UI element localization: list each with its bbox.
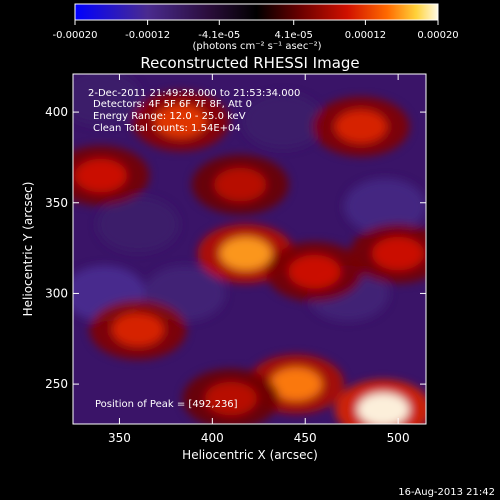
peak-position-label: Position of Peak = [492,236]	[95, 399, 238, 410]
bright-source	[112, 312, 165, 347]
y-tick-label: 300	[45, 286, 68, 300]
dark-source	[242, 93, 324, 150]
dark-source	[344, 178, 426, 235]
colorbar	[74, 3, 439, 21]
colorbar-unit-label: (photons cm⁻² s⁻¹ asec⁻²)	[192, 41, 321, 52]
bright-source	[372, 236, 425, 271]
plot-frame	[72, 73, 427, 425]
colorbar-tick-label: -0.00012	[125, 30, 170, 41]
x-axis: 350 400 450 500	[108, 74, 410, 445]
colorbar-tick-label: 0.00020	[417, 30, 458, 41]
image-field	[73, 74, 426, 424]
x-tick-label: 350	[108, 431, 131, 445]
colorbar-tick-label: -0.00020	[53, 30, 98, 41]
colorbar-tick-label: -4.1e-05	[198, 30, 240, 41]
bright-source	[219, 236, 272, 271]
y-tick-label: 400	[45, 105, 68, 119]
colorbar-tick-label: 0.00012	[345, 30, 386, 41]
dark-source	[97, 196, 179, 253]
y-axis: 250 300 350 400	[45, 105, 426, 391]
bright-source	[269, 367, 322, 401]
annotation-line: 2-Dec-2011 21:49:28.000 to 21:53:34.000	[88, 88, 300, 99]
dark-source	[73, 74, 142, 126]
annotations: 2-Dec-2011 21:49:28.000 to 21:53:34.000D…	[88, 88, 300, 410]
x-tick-label: 500	[387, 431, 410, 445]
annotation-line: Energy Range: 12.0 - 25.0 keV	[93, 111, 246, 122]
x-axis-label: Heliocentric X (arcsec)	[182, 448, 318, 462]
bright-source	[334, 109, 387, 144]
chart-title: Reconstructed RHESSI Image	[140, 54, 359, 72]
annotation-line: Clean Total counts: 1.54E+04	[93, 123, 241, 134]
bright-source	[154, 104, 207, 138]
annotation-line: Detectors: 4F 5F 6F 7F 8F, Att 0	[93, 99, 252, 110]
render-timestamp: 16-Aug-2013 21:42	[398, 487, 495, 498]
bright-source	[288, 254, 341, 289]
y-axis-label: Heliocentric Y (arcsec)	[21, 182, 35, 317]
y-tick-label: 350	[45, 196, 68, 210]
x-tick-label: 400	[201, 431, 224, 445]
bright-source	[204, 381, 257, 416]
colorbar-ticks: -0.00020 -0.00012 -4.1e-05 4.1e-05 0.00012 0.…	[53, 20, 459, 41]
bright-source	[357, 392, 410, 424]
bright-source	[214, 167, 267, 202]
y-tick-label: 250	[45, 377, 68, 391]
colorbar-tick-label: 4.1e-05	[275, 30, 313, 41]
bright-source	[74, 158, 127, 193]
x-tick-label: 450	[294, 431, 317, 445]
